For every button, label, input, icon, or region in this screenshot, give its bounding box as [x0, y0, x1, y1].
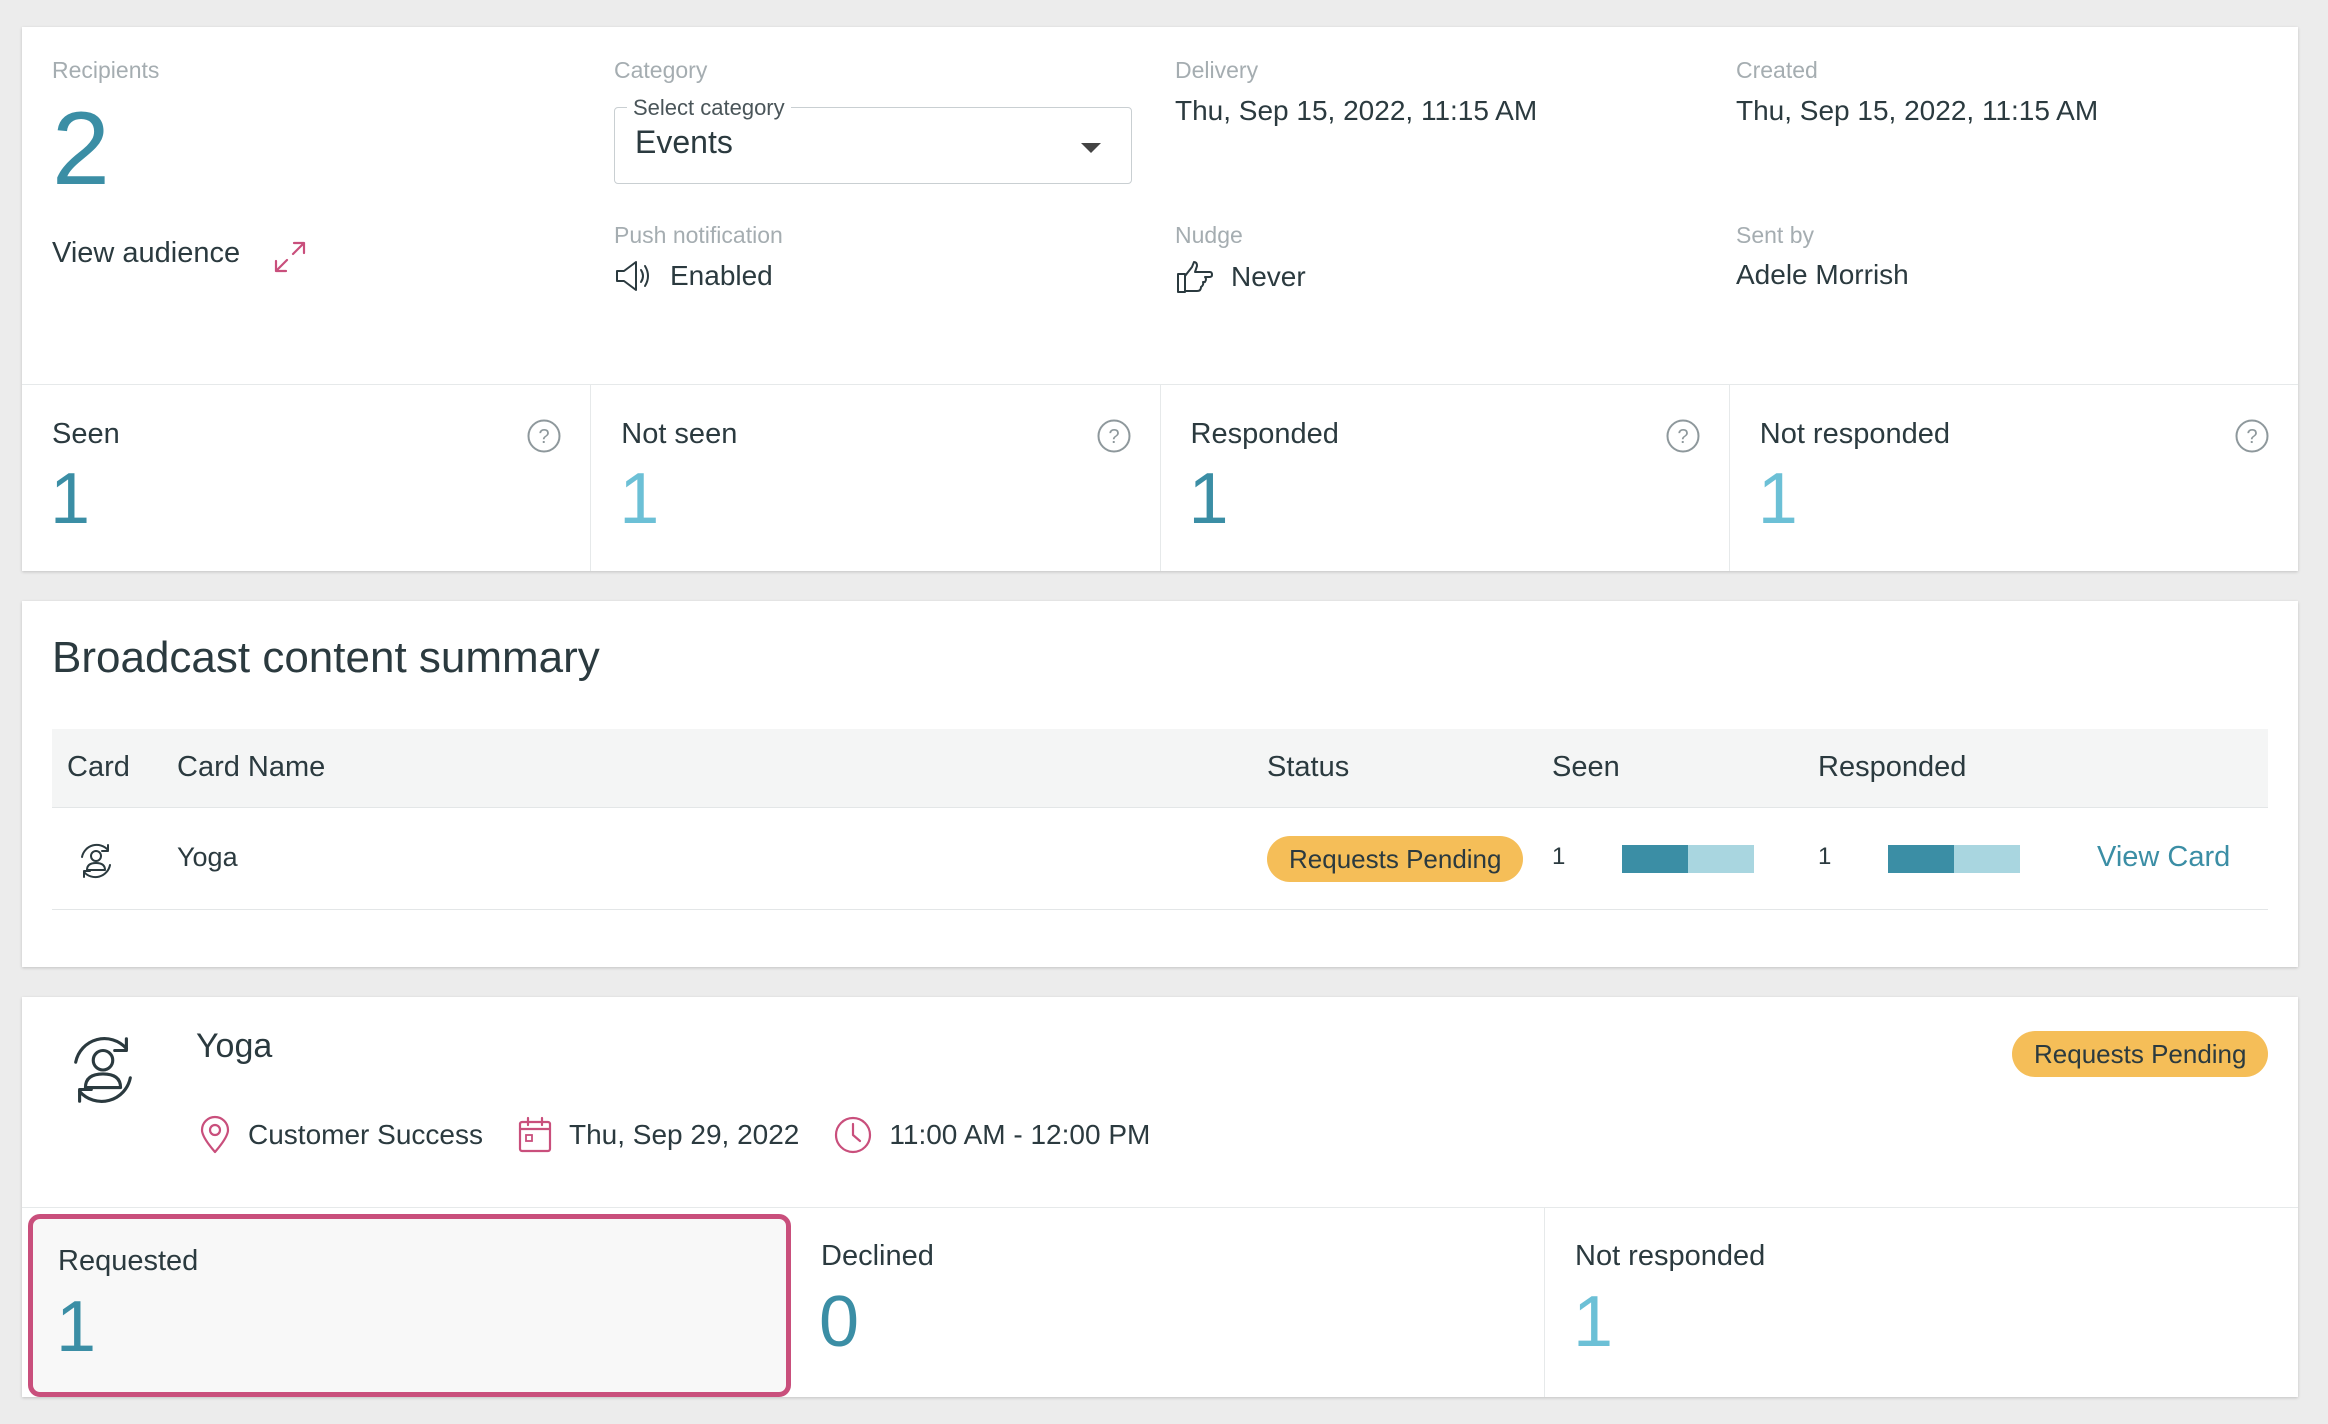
created-value: Thu, Sep 15, 2022, 11:15 AM	[1736, 95, 2099, 126]
sent-by-label: Sent by	[1736, 222, 1814, 248]
stat-label: Seen	[52, 418, 120, 450]
push-notification-label: Push notification	[614, 222, 783, 248]
date-text: Thu, Sep 29, 2022	[568, 1119, 800, 1150]
thumb-pointing-icon	[1177, 261, 1213, 293]
summary-title: Broadcast content summary	[52, 633, 600, 682]
calendar-icon	[518, 1116, 552, 1153]
svg-text:?: ?	[2246, 426, 2257, 448]
card-name: Yoga	[177, 842, 238, 872]
responded-count: 1	[1818, 843, 1832, 870]
delivery-label: Delivery	[1175, 57, 1259, 83]
stat-seen[interactable]: Seen 1 ?	[22, 385, 592, 571]
svg-text:?: ?	[539, 426, 550, 448]
date: Thu, Sep 29, 2022	[517, 1116, 799, 1154]
stat-label: Not responded	[1759, 418, 1950, 450]
card-stats-row: Requested 1 Declined 0 Not responded 1	[22, 1207, 2298, 1397]
megaphone-icon	[616, 261, 649, 291]
card-meta: Customer Success Thu, Sep 29, 2022 11:00…	[198, 1115, 1184, 1155]
stat-not-responded[interactable]: Not responded 1	[1545, 1208, 2298, 1397]
help-icon[interactable]: ?	[1665, 418, 1701, 454]
stat-value: 1	[56, 1287, 97, 1367]
stat-label: Not seen	[621, 418, 738, 450]
stat-requested[interactable]: Requested 1	[28, 1214, 791, 1397]
push-notification-value: Enabled	[670, 260, 773, 291]
view-card-link[interactable]: View Card	[2097, 841, 2231, 873]
seen-count: 1	[1552, 843, 1566, 870]
view-audience-link[interactable]: View audience	[52, 237, 241, 269]
card-title: Yoga	[196, 1027, 273, 1065]
column-header-seen: Seen	[1552, 751, 1620, 783]
svg-text:?: ?	[1677, 426, 1688, 448]
time-text: 11:00 AM - 12:00 PM	[889, 1119, 1151, 1150]
expand-icon[interactable]	[272, 239, 308, 275]
stat-not-responded[interactable]: Not responded 1 ?	[1730, 385, 2298, 571]
nudge-value: Never	[1231, 261, 1306, 292]
created-label: Created	[1736, 57, 1818, 83]
card-detail-panel: Yoga Requests Pending Customer Success T…	[22, 997, 2298, 1397]
recipients-count: 2	[52, 91, 110, 207]
location-text: Customer Success	[248, 1119, 483, 1150]
stat-responded[interactable]: Responded 1 ?	[1161, 385, 1730, 571]
stat-value: 1	[1757, 459, 1798, 539]
stat-value: 1	[50, 459, 91, 539]
caret-down-icon	[1081, 143, 1101, 153]
status-badge: Requests Pending	[2012, 1031, 2269, 1077]
column-header-status: Status	[1267, 751, 1350, 783]
stat-declined[interactable]: Declined 0	[791, 1208, 1545, 1397]
responded-progress-fill	[1888, 845, 1954, 873]
nudge-status: Never	[1175, 259, 1306, 295]
table-header: Card Card Name Status Seen Responded	[52, 729, 2268, 808]
push-notification-status: Enabled	[614, 259, 773, 293]
stat-value: 1	[1573, 1282, 1614, 1362]
stat-label: Responded	[1190, 418, 1339, 450]
stat-value: 0	[819, 1282, 860, 1362]
sent-by-value: Adele Morrish	[1736, 259, 1909, 290]
column-header-card: Card	[67, 751, 130, 783]
stat-label: Declined	[821, 1240, 934, 1272]
status-badge: Requests Pending	[1267, 836, 1524, 882]
time: 11:00 AM - 12:00 PM	[833, 1115, 1150, 1155]
recipients-label: Recipients	[52, 57, 160, 83]
event-card-icon	[74, 1037, 132, 1103]
content-summary-panel: Broadcast content summary Card Card Name…	[22, 601, 2298, 967]
svg-text:?: ?	[1108, 426, 1119, 448]
delivery-value: Thu, Sep 15, 2022, 11:15 AM	[1175, 95, 1538, 126]
responded-progress-bar	[1888, 845, 2020, 873]
stat-not-seen[interactable]: Not seen 1 ?	[591, 385, 1161, 571]
seen-progress-fill	[1622, 845, 1688, 873]
column-header-responded: Responded	[1818, 751, 1967, 783]
stat-value: 1	[1188, 459, 1229, 539]
location: Customer Success	[198, 1115, 483, 1155]
event-card-icon	[81, 843, 111, 879]
table-row[interactable]: Yoga Requests Pending 1 1 View Card	[52, 808, 2268, 910]
category-select[interactable]: Select category Events	[614, 95, 1132, 184]
broadcast-stats-row: Seen 1 ? Not seen 1 ? Responded 1 ? Not …	[22, 384, 2298, 571]
seen-progress-bar	[1622, 845, 1754, 873]
stat-label: Not responded	[1575, 1240, 1766, 1272]
category-select-value: Events	[635, 124, 733, 160]
broadcast-info-panel: Recipients 2 View audience Category Sele…	[22, 27, 2298, 571]
location-pin-icon	[200, 1115, 230, 1154]
category-label: Category	[614, 57, 708, 83]
clock-icon	[835, 1116, 872, 1154]
help-icon[interactable]: ?	[526, 418, 562, 454]
column-header-card-name: Card Name	[177, 751, 326, 783]
nudge-label: Nudge	[1175, 222, 1243, 248]
stat-label: Requested	[58, 1245, 199, 1277]
help-icon[interactable]: ?	[2234, 418, 2270, 454]
stat-value: 1	[619, 459, 660, 539]
category-select-legend: Select category	[627, 95, 791, 121]
help-icon[interactable]: ?	[1096, 418, 1132, 454]
